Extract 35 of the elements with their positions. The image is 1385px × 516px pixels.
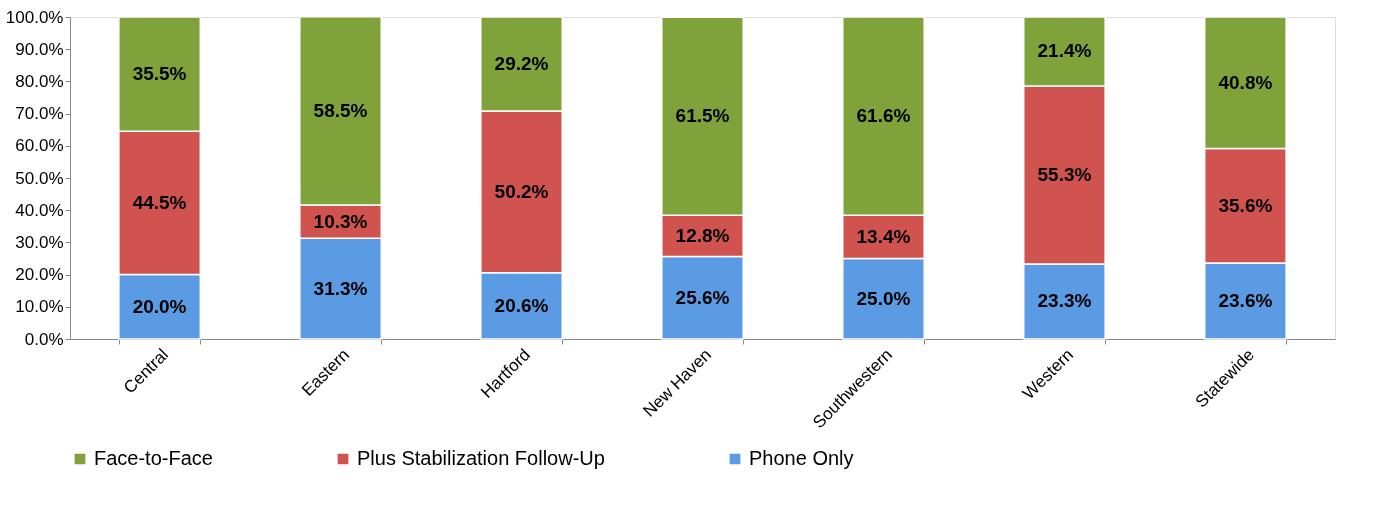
data-label: 55.3% — [1037, 163, 1092, 185]
data-label: 50.2% — [494, 180, 549, 202]
data-label: 31.3% — [313, 277, 368, 299]
legend-label: Phone Only — [749, 447, 854, 469]
y-tick-label: 90.0% — [15, 39, 64, 59]
data-label: 61.6% — [856, 105, 911, 127]
y-tick-label: 80.0% — [15, 71, 64, 91]
legend-label: Face-to-Face — [94, 447, 213, 469]
data-label: 35.6% — [1218, 194, 1273, 216]
data-label: 23.6% — [1218, 290, 1273, 311]
data-label: 40.8% — [1218, 71, 1273, 93]
y-tick-label: 70.0% — [15, 104, 64, 124]
data-label: 44.5% — [132, 191, 187, 213]
data-label: 29.2% — [494, 53, 549, 75]
data-label: 25.6% — [675, 286, 730, 308]
data-label: 10.3% — [313, 210, 368, 232]
data-label: 61.5% — [675, 105, 730, 127]
data-label: 21.4% — [1037, 40, 1092, 62]
data-label: 13.4% — [856, 225, 911, 247]
y-tick-label: 10.0% — [15, 297, 64, 317]
y-tick-label: 40.0% — [15, 200, 64, 220]
data-label: 35.5% — [132, 63, 187, 85]
data-label: 12.8% — [675, 224, 730, 246]
data-label: 20.0% — [132, 295, 187, 317]
y-tick-label: 60.0% — [15, 136, 64, 156]
data-label: 23.3% — [1037, 290, 1092, 312]
data-label: 58.5% — [313, 99, 368, 121]
data-label: 20.6% — [494, 294, 549, 316]
y-tick-label: 100.0% — [5, 7, 64, 27]
legend-label: Plus Stabilization Follow-Up — [357, 447, 605, 469]
data-label: 25.0% — [856, 287, 911, 309]
y-tick-label: 20.0% — [15, 265, 64, 285]
y-tick-label: 30.0% — [15, 232, 64, 252]
y-tick-label: 50.0% — [15, 168, 64, 188]
y-tick-label: 0.0% — [24, 329, 64, 349]
